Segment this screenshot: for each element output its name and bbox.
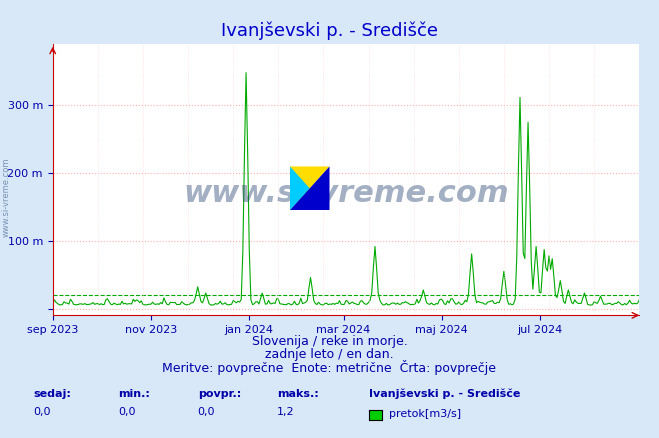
Text: 0,0: 0,0 <box>198 407 215 417</box>
Text: Meritve: povprečne  Enote: metrične  Črta: povprečje: Meritve: povprečne Enote: metrične Črta:… <box>163 360 496 375</box>
Text: 1,2: 1,2 <box>277 407 295 417</box>
Text: sedaj:: sedaj: <box>33 389 71 399</box>
Text: Slovenija / reke in morje.: Slovenija / reke in morje. <box>252 335 407 348</box>
Text: 0,0: 0,0 <box>119 407 136 417</box>
Polygon shape <box>290 166 310 210</box>
Text: povpr.:: povpr.: <box>198 389 241 399</box>
Text: min.:: min.: <box>119 389 150 399</box>
Text: Ivanjševski p. - Središče: Ivanjševski p. - Središče <box>369 389 521 399</box>
Text: Ivanjševski p. - Središče: Ivanjševski p. - Središče <box>221 21 438 40</box>
Text: www.si-vreme.com: www.si-vreme.com <box>183 179 509 208</box>
Text: 0,0: 0,0 <box>33 407 51 417</box>
Polygon shape <box>290 166 330 210</box>
Polygon shape <box>290 166 330 210</box>
Text: maks.:: maks.: <box>277 389 318 399</box>
Text: pretok[m3/s]: pretok[m3/s] <box>389 409 461 419</box>
Text: www.si-vreme.com: www.si-vreme.com <box>2 157 11 237</box>
Text: zadnje leto / en dan.: zadnje leto / en dan. <box>265 348 394 361</box>
